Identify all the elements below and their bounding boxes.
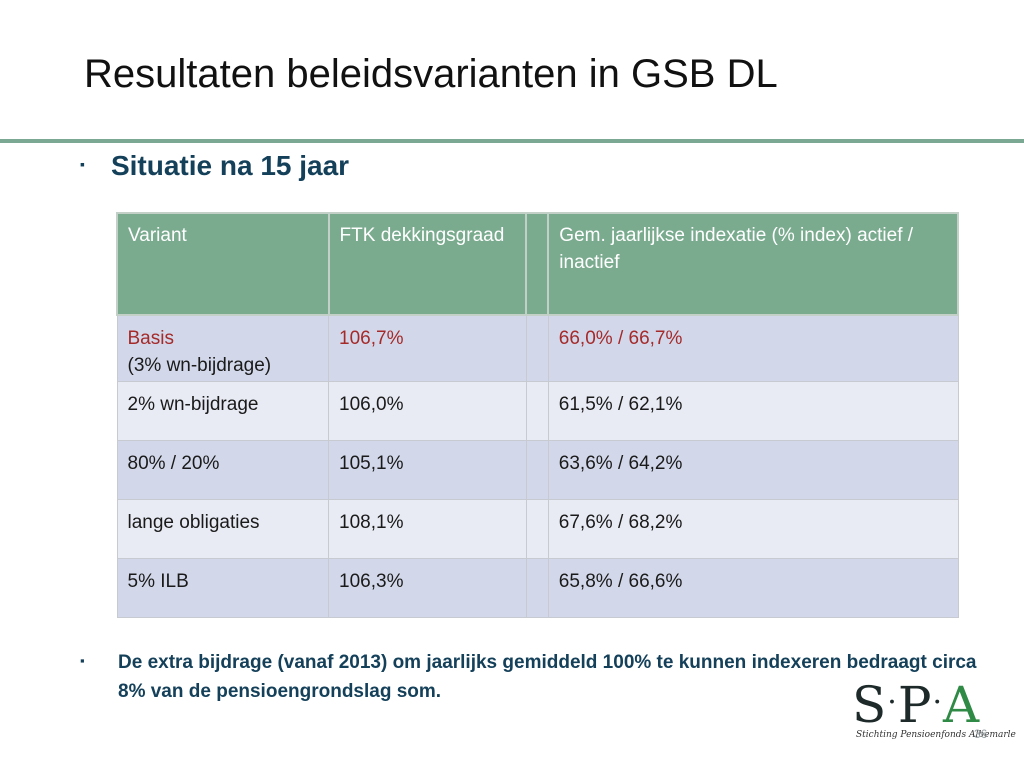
table-header-row: Variant FTK dekkingsgraad Gem. jaarlijks… bbox=[116, 212, 959, 316]
bullet-marker: ▪ bbox=[80, 653, 85, 668]
logo-letters: S·P·A bbox=[852, 676, 980, 734]
cell-indexatie: 66,0% / 66,7% bbox=[547, 314, 959, 382]
bullet-marker: ▪ bbox=[80, 156, 85, 172]
cell-variant: 5% ILB bbox=[116, 558, 330, 618]
logo-dot: · bbox=[932, 685, 944, 720]
cell-variant: lange obligaties bbox=[116, 499, 330, 559]
logo-dot: · bbox=[887, 685, 898, 720]
cell-indexatie: 67,6% / 68,2% bbox=[547, 499, 959, 559]
cell-variant: 2% wn-bijdrage bbox=[116, 381, 330, 441]
section-heading: ▪ Situatie na 15 jaar bbox=[80, 150, 349, 182]
header-variant: Variant bbox=[116, 212, 330, 316]
header-indexatie: Gem. jaarlijkse indexatie (% index) acti… bbox=[547, 212, 959, 316]
cell-ftk: 106,0% bbox=[328, 381, 527, 441]
page-number: 36 bbox=[974, 727, 988, 741]
cell-variant: 80% / 20% bbox=[116, 440, 330, 500]
title-divider bbox=[0, 139, 1024, 143]
logo-letter-s: S bbox=[852, 676, 888, 734]
variant-subtitle: (3% wn-bijdrage) bbox=[127, 355, 272, 376]
slide-title: Resultaten beleidsvarianten in GSB DL bbox=[84, 52, 778, 96]
cell-ftk: 105,1% bbox=[328, 440, 527, 500]
table-row: 2% wn-bijdrage 106,0% 61,5% / 62,1% bbox=[116, 381, 959, 441]
variant-name: Basis bbox=[127, 328, 174, 349]
logo-letter-a: A bbox=[943, 676, 981, 734]
cell-ftk: 106,3% bbox=[328, 558, 527, 618]
cell-indexatie: 65,8% / 66,6% bbox=[547, 558, 959, 618]
spa-logo: S·P·A Stichting Pensioenfonds Albemarle bbox=[852, 676, 1016, 748]
cell-spacer bbox=[525, 381, 549, 441]
table-row: 80% / 20% 105,1% 63,6% / 64,2% bbox=[116, 440, 959, 500]
table-row: 5% ILB 106,3% 65,8% / 66,6% bbox=[116, 558, 959, 618]
table-row: lange obligaties 108,1% 67,6% / 68,2% bbox=[116, 499, 959, 559]
cell-ftk: 108,1% bbox=[328, 499, 527, 559]
table-row: Basis (3% wn-bijdrage) 106,7% 66,0% / 66… bbox=[116, 314, 959, 382]
cell-spacer bbox=[525, 440, 549, 500]
cell-indexatie: 63,6% / 64,2% bbox=[547, 440, 959, 500]
cell-spacer bbox=[525, 558, 549, 618]
header-ftk: FTK dekkingsgraad bbox=[327, 212, 528, 316]
cell-spacer bbox=[525, 499, 549, 559]
logo-subtitle: Stichting Pensioenfonds Albemarle bbox=[856, 730, 1016, 740]
header-spacer bbox=[525, 212, 550, 316]
footnote-text: De extra bijdrage (vanaf 2013) om jaarli… bbox=[118, 652, 977, 702]
cell-spacer bbox=[525, 314, 549, 382]
section-heading-text: Situatie na 15 jaar bbox=[110, 150, 350, 181]
footnote-bullet: ▪ De extra bijdrage (vanaf 2013) om jaar… bbox=[80, 648, 1000, 706]
cell-indexatie: 61,5% / 62,1% bbox=[547, 381, 959, 441]
cell-ftk: 106,7% bbox=[328, 314, 527, 382]
logo-letter-p: P bbox=[897, 676, 933, 734]
results-table: Variant FTK dekkingsgraad Gem. jaarlijks… bbox=[116, 212, 959, 618]
cell-variant: Basis (3% wn-bijdrage) bbox=[116, 314, 330, 382]
